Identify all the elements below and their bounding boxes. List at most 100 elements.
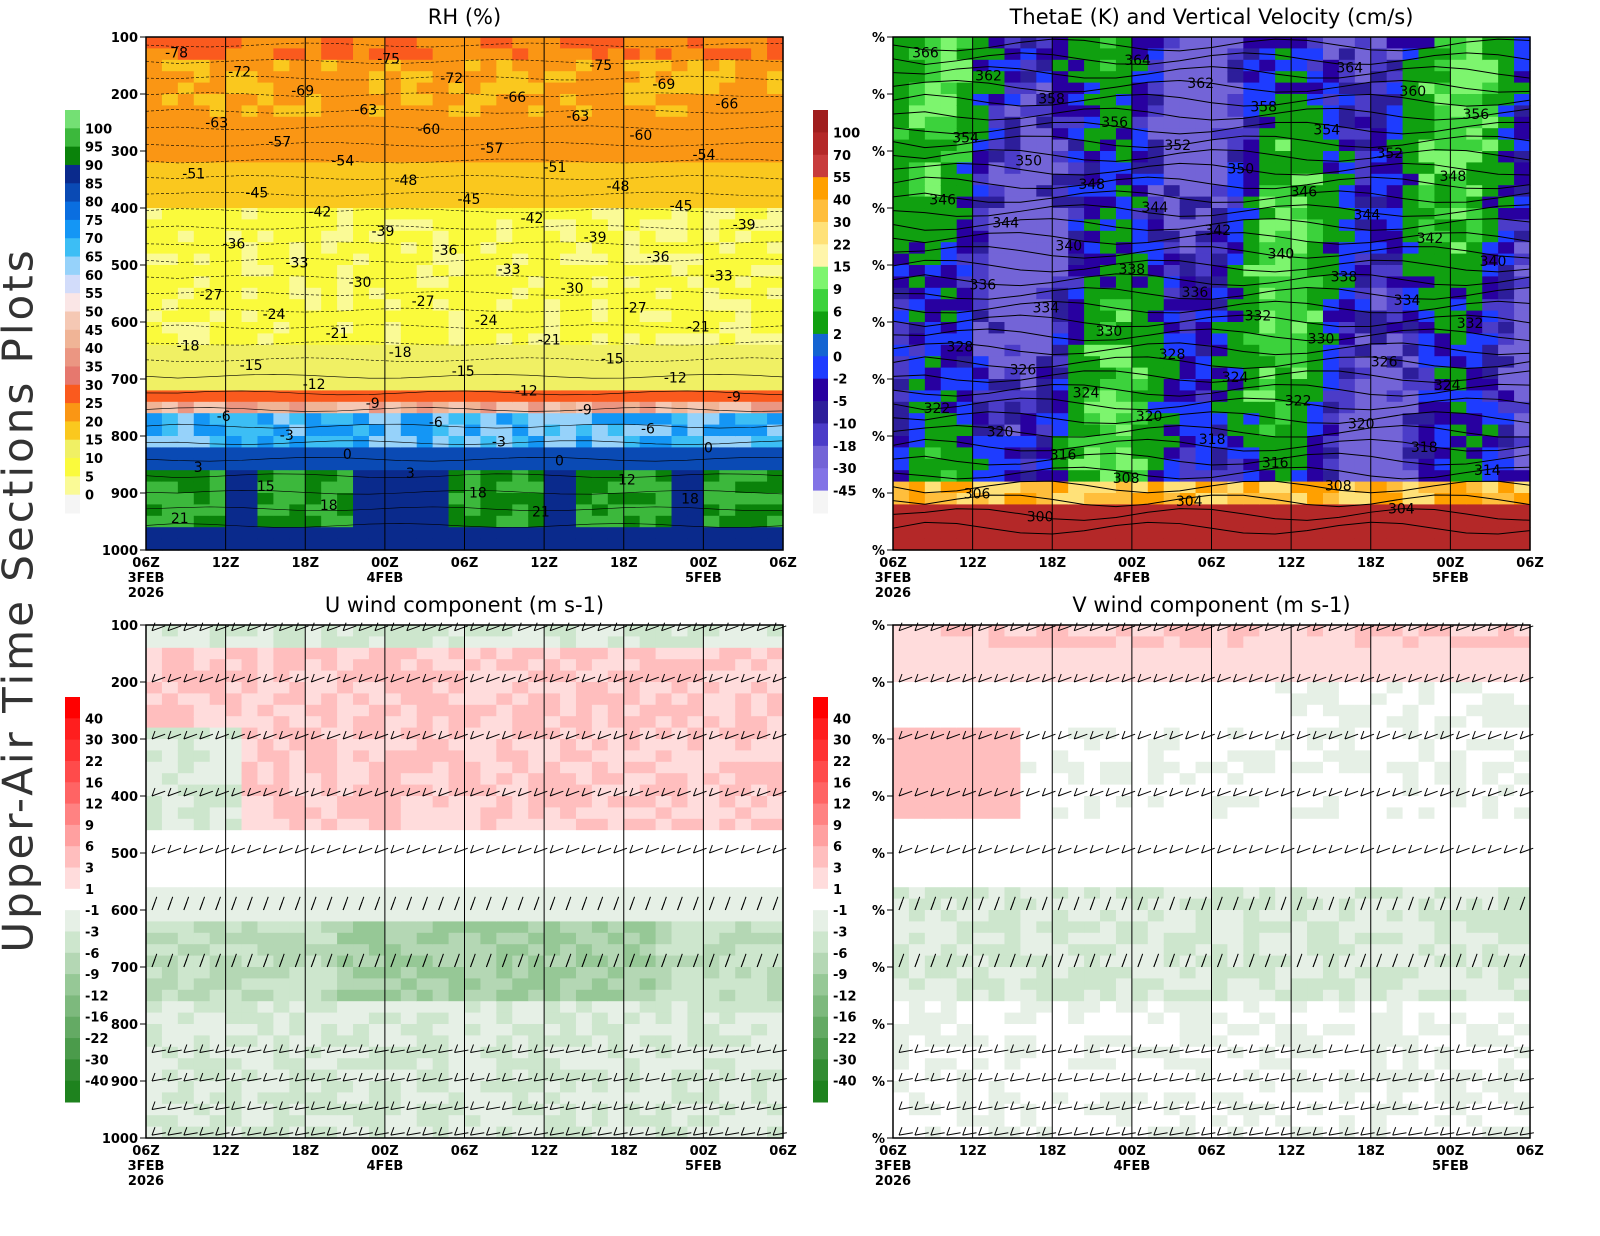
field-cell — [337, 807, 354, 820]
field-cell — [273, 116, 290, 129]
field-cell — [146, 1115, 163, 1128]
field-cell — [209, 515, 227, 528]
field-cell — [321, 682, 338, 694]
contour-label: -12 — [515, 383, 538, 399]
contour-label: 340 — [1055, 239, 1082, 255]
field-cell — [751, 344, 768, 357]
field-cell — [512, 59, 529, 72]
field-cell — [607, 265, 625, 277]
field-cell — [321, 773, 338, 786]
field-cell — [1482, 230, 1499, 243]
field-cell — [368, 989, 386, 1002]
field-cell — [591, 527, 609, 540]
contour-label: 304 — [1388, 502, 1415, 518]
field-cell — [623, 287, 641, 300]
field-cell — [177, 447, 195, 460]
field-cell — [1386, 379, 1404, 391]
field-cell — [337, 716, 354, 729]
field-cell — [241, 921, 259, 934]
field-cell — [1259, 436, 1276, 448]
field-cell — [1115, 196, 1133, 209]
field-cell — [337, 853, 354, 865]
field-cell — [400, 37, 418, 49]
field-cell — [353, 538, 370, 551]
field-cell — [908, 515, 926, 528]
field-cell — [193, 242, 211, 255]
field-cell — [400, 830, 418, 843]
field-cell — [512, 37, 529, 49]
field-cell — [161, 887, 179, 900]
field-cell — [161, 625, 179, 637]
field-cell — [591, 128, 609, 141]
contour-label: 346 — [1290, 185, 1317, 201]
field-cell — [956, 208, 974, 220]
field-cell — [321, 716, 338, 729]
field-cell — [1514, 82, 1531, 95]
field-cell — [353, 750, 370, 763]
field-cell — [908, 116, 926, 129]
field-cell — [655, 185, 673, 198]
field-cell — [1370, 276, 1388, 289]
field-cell — [416, 989, 434, 1002]
field-cell — [193, 116, 211, 129]
field-cell — [1466, 185, 1483, 198]
field-cell — [512, 128, 529, 141]
field-cell — [400, 173, 418, 186]
field-cell — [416, 659, 434, 672]
field-cell — [1227, 527, 1244, 540]
field-cell — [225, 1115, 243, 1128]
field-cell — [639, 447, 657, 460]
field-cell — [1418, 470, 1436, 483]
field-cell — [1514, 424, 1531, 437]
field-cell — [1402, 527, 1420, 540]
field-cell — [353, 139, 370, 152]
field-cell — [1370, 116, 1388, 129]
y-tick-label: 800 — [111, 430, 138, 445]
field-cell — [257, 424, 274, 437]
field-cell — [1466, 344, 1483, 357]
field-cell — [305, 1001, 322, 1014]
field-cell — [591, 367, 609, 380]
field-cell — [416, 1103, 434, 1116]
field-cell — [1036, 37, 1053, 49]
field-cell — [161, 1001, 179, 1014]
field-cell — [448, 636, 466, 649]
field-cell — [241, 716, 259, 729]
field-cell — [1052, 515, 1069, 528]
field-cell — [273, 978, 290, 991]
field-cell — [321, 659, 338, 672]
field-cell — [209, 739, 227, 751]
field-cell — [384, 333, 402, 346]
field-cell — [1179, 208, 1197, 220]
field-cell — [528, 333, 545, 346]
field-cell — [416, 139, 434, 152]
field-cell — [751, 116, 768, 129]
field-cell — [893, 436, 910, 448]
field-cell — [480, 139, 497, 152]
field-cell — [305, 322, 322, 334]
field-cell — [353, 704, 370, 717]
field-cell — [496, 322, 513, 334]
colorbar-swatch — [65, 403, 80, 422]
field-cell — [1068, 37, 1085, 49]
field-cell — [480, 807, 497, 820]
field-cell — [496, 128, 513, 141]
contour-label: 332 — [1457, 316, 1484, 332]
panel-0: -78 -75 -75-72 -72 -69-69 -66 -66-63 -63-63 -60-… — [65, 5, 797, 601]
field-cell — [241, 71, 259, 84]
x-tick-label: 18Z — [1357, 556, 1385, 571]
field-cell — [751, 538, 768, 551]
field-cell — [146, 493, 163, 505]
field-cell — [353, 242, 370, 255]
field-cell — [639, 151, 657, 163]
field-cell — [464, 367, 482, 380]
field-cell — [416, 48, 434, 61]
field-cell — [1115, 356, 1133, 369]
field-cell — [767, 128, 784, 141]
field-cell — [560, 82, 577, 95]
field-cell — [209, 1081, 227, 1093]
field-cell — [480, 515, 497, 528]
field-cell — [384, 447, 402, 460]
field-cell — [321, 322, 338, 334]
field-cell — [908, 367, 926, 380]
